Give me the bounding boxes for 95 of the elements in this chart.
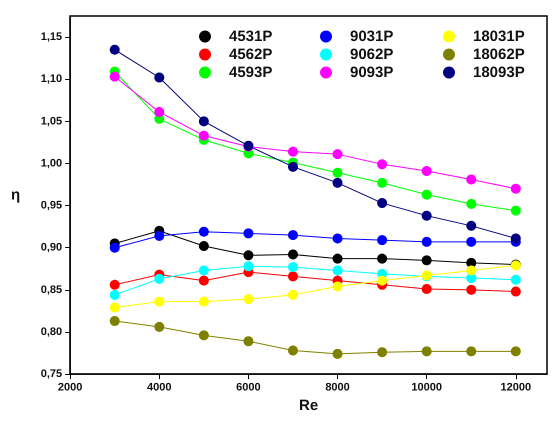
y-axis-title: η bbox=[10, 186, 20, 204]
point bbox=[198, 265, 209, 276]
point bbox=[154, 322, 164, 332]
legend-label: 18062P bbox=[473, 46, 525, 63]
point bbox=[377, 347, 388, 358]
point bbox=[288, 290, 298, 300]
y-tick-label: 0,90 bbox=[40, 242, 62, 254]
point bbox=[377, 235, 388, 246]
point bbox=[198, 330, 209, 340]
point bbox=[288, 230, 298, 240]
point bbox=[288, 249, 298, 260]
legend-label: 9031P bbox=[350, 28, 394, 45]
y-tick-label: 0,85 bbox=[40, 284, 62, 296]
point bbox=[377, 254, 388, 264]
point bbox=[243, 261, 254, 272]
point bbox=[510, 346, 521, 356]
point bbox=[332, 178, 343, 188]
point bbox=[466, 236, 476, 247]
point bbox=[466, 174, 476, 184]
point bbox=[377, 178, 388, 188]
point bbox=[466, 198, 476, 209]
y-tick-label: 1,10 bbox=[40, 73, 62, 86]
x-tick-label: 6000 bbox=[236, 382, 261, 394]
point bbox=[198, 296, 209, 307]
point bbox=[243, 250, 254, 260]
point bbox=[110, 290, 120, 300]
point bbox=[288, 346, 298, 356]
point bbox=[377, 198, 388, 208]
point bbox=[198, 130, 209, 141]
point bbox=[154, 230, 164, 241]
y-tick-label: 0,75 bbox=[40, 368, 62, 380]
point bbox=[110, 242, 120, 253]
x-tick-label: 10000 bbox=[411, 382, 442, 394]
point bbox=[110, 280, 120, 290]
point bbox=[288, 262, 298, 272]
y-tick-label: 0,95 bbox=[40, 200, 62, 212]
point bbox=[198, 241, 209, 252]
point bbox=[377, 276, 388, 286]
point bbox=[510, 184, 521, 194]
point bbox=[422, 190, 432, 200]
point bbox=[510, 206, 521, 216]
point bbox=[154, 274, 164, 284]
point bbox=[422, 210, 432, 221]
x-tick-label: 2000 bbox=[58, 382, 82, 394]
y-tick-label: 1,00 bbox=[40, 157, 62, 170]
point bbox=[154, 296, 164, 307]
point bbox=[422, 284, 432, 294]
legend-label: 4593P bbox=[229, 64, 272, 81]
point bbox=[288, 162, 298, 172]
point bbox=[510, 274, 521, 285]
point bbox=[332, 168, 343, 178]
point bbox=[332, 233, 343, 244]
point bbox=[288, 146, 298, 157]
legend-label: 18093P bbox=[473, 64, 525, 81]
point bbox=[198, 226, 209, 237]
point bbox=[243, 228, 254, 238]
point bbox=[110, 72, 120, 82]
legend-label: 9093P bbox=[350, 64, 394, 81]
x-tick-label: 12000 bbox=[500, 382, 532, 394]
y-tick-label: 1,05 bbox=[40, 115, 62, 128]
point bbox=[332, 265, 343, 276]
point bbox=[198, 276, 209, 286]
point bbox=[243, 294, 254, 304]
point bbox=[332, 281, 343, 292]
point bbox=[332, 149, 343, 160]
point bbox=[377, 159, 388, 170]
point bbox=[110, 316, 120, 326]
point bbox=[422, 255, 432, 266]
point bbox=[243, 336, 254, 346]
point bbox=[288, 271, 298, 282]
point bbox=[510, 233, 521, 244]
y-tick-label: 1,15 bbox=[40, 31, 62, 44]
point bbox=[198, 116, 209, 126]
x-axis-title: Re bbox=[298, 397, 318, 414]
point bbox=[466, 265, 476, 276]
y-tick-label: 0,80 bbox=[40, 326, 62, 338]
legend-label: 9062P bbox=[350, 46, 394, 63]
legend-label: 18031P bbox=[473, 28, 525, 45]
point bbox=[466, 284, 476, 295]
x-tick-label: 4000 bbox=[147, 382, 172, 394]
legend-label: 4531P bbox=[229, 28, 272, 45]
point bbox=[422, 346, 432, 356]
point bbox=[510, 286, 521, 297]
point bbox=[466, 220, 476, 231]
point bbox=[154, 107, 164, 118]
point bbox=[110, 44, 120, 55]
point bbox=[466, 346, 476, 356]
point bbox=[154, 72, 164, 83]
point bbox=[332, 348, 343, 359]
x-tick-label: 8000 bbox=[325, 382, 350, 394]
point bbox=[422, 166, 432, 176]
legend-label: 4562P bbox=[229, 46, 272, 63]
point bbox=[110, 302, 120, 313]
point bbox=[332, 254, 343, 264]
point bbox=[422, 236, 432, 247]
